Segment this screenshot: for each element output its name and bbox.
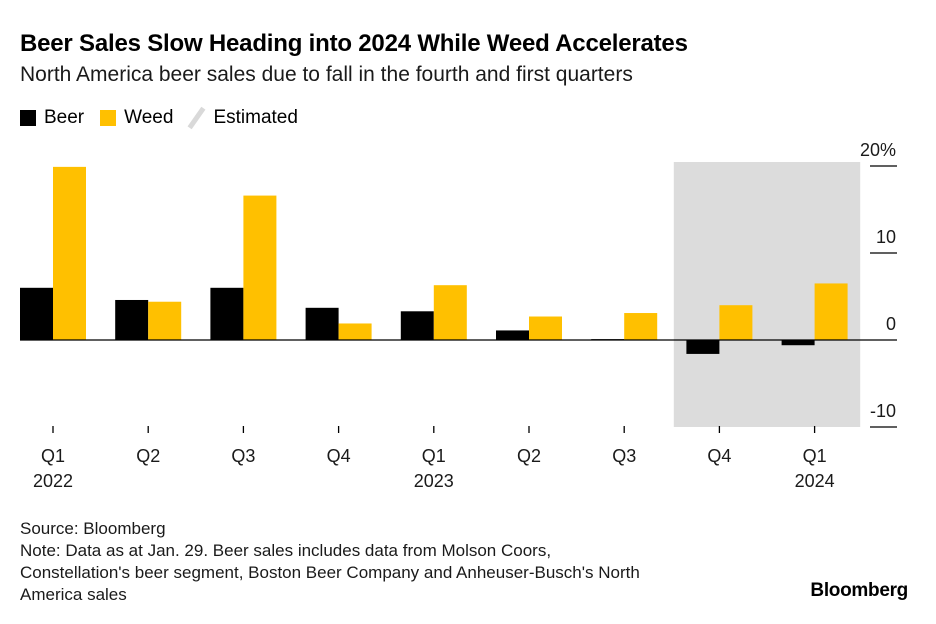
x-tick-label: Q1 [803,446,827,466]
x-year-label: 2024 [795,471,835,491]
beer-bar [686,340,720,354]
legend: Beer Weed Estimated [20,107,314,129]
beer-bar [115,299,149,340]
legend-item-beer: Beer [20,107,84,129]
beer-bar [781,340,815,346]
weed-bar [243,195,277,340]
legend-swatch-weed [100,110,117,126]
weed-bar [53,166,86,340]
weed-bar [433,285,467,340]
x-tick-label: Q3 [612,446,636,466]
footnote-line-1: Note: Data as at Jan. 29. Beer sales inc… [20,541,552,560]
x-tick-label: Q2 [517,446,541,466]
y-tick-label: -10 [870,401,896,421]
x-tick-label: Q4 [707,446,731,466]
beer-bar [400,311,434,340]
chart-footer: Source: Bloomberg Note: Data as at Jan. … [20,518,640,606]
weed-bar [814,283,848,340]
legend-swatch-beer [20,110,36,126]
weed-bar [148,301,182,340]
legend-item-estimated: Estimated [189,107,297,129]
weed-bar [719,305,753,340]
y-tick-label: 20% [860,140,896,160]
footnote-line-3: America sales [20,585,127,604]
weed-bar [624,313,658,340]
x-tick-label: Q3 [231,446,255,466]
x-tick-label: Q2 [136,446,160,466]
chart-subtitle: North America beer sales due to fall in … [20,63,633,86]
x-year-label: 2022 [33,471,73,491]
footnote-line-2: Constellation's beer segment, Boston Bee… [20,563,640,582]
weed-bar [529,316,562,340]
legend-label-weed: Weed [124,107,174,128]
source-note: Source: Bloomberg [20,519,166,538]
bloomberg-logo: Bloomberg [810,580,908,601]
beer-bar [496,330,529,340]
legend-item-weed: Weed [100,107,173,129]
x-year-label: 2023 [414,471,454,491]
x-tick-label: Q1 [422,446,446,466]
y-tick-label: 0 [886,314,896,334]
beer-bar [305,307,339,340]
legend-label-beer: Beer [44,107,85,128]
y-tick-label: 10 [876,227,896,247]
weed-bar [338,323,372,340]
chart-title: Beer Sales Slow Heading into 2024 While … [20,30,688,57]
x-tick-label: Q1 [41,446,65,466]
beer-bar [20,287,53,340]
x-tick-label: Q4 [327,446,351,466]
beer-bar [210,287,244,340]
legend-label-estimated: Estimated [213,107,298,128]
